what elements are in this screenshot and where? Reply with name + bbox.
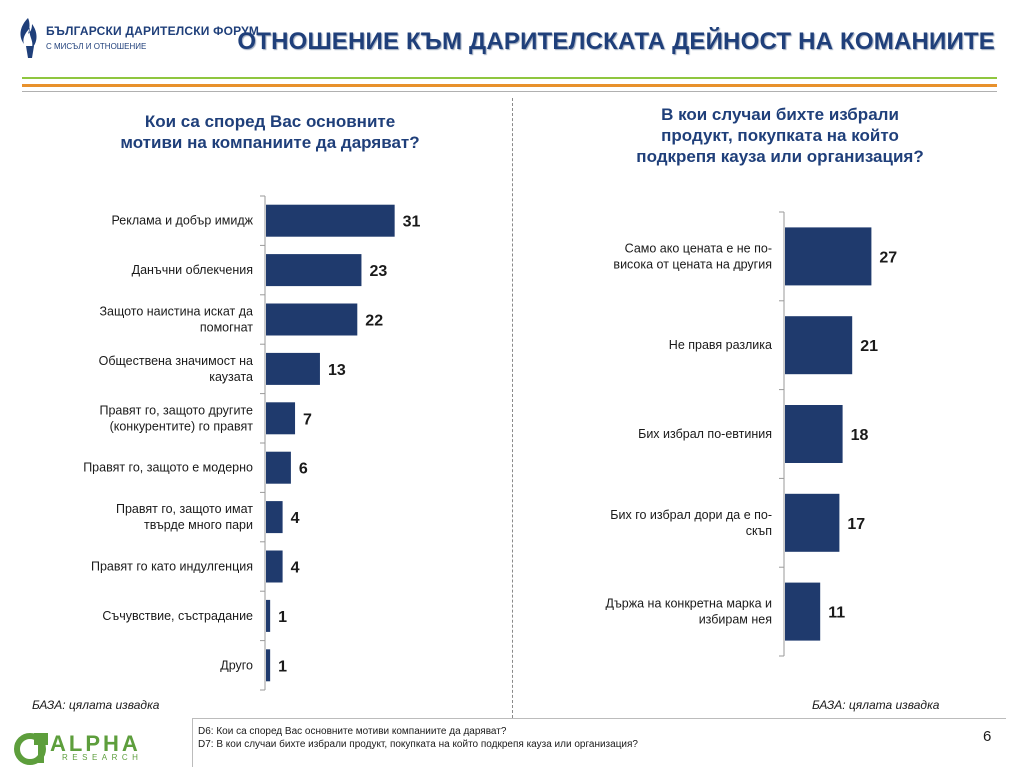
left-data-label: 4 [291, 560, 300, 577]
right-data-label: 21 [860, 338, 878, 355]
right-bar [785, 405, 843, 463]
right-data-label: 11 [828, 605, 845, 622]
right-category-label: Не правя разлика [669, 338, 772, 352]
right-category-label: Само ако цената е не по-висока от цената… [613, 241, 772, 271]
right-base-note: БАЗА: цялата извадка [812, 698, 940, 712]
right-question-line: В кои случаи бихте избрали [661, 105, 899, 124]
left-data-label: 1 [278, 609, 287, 626]
left-data-label: 1 [278, 658, 287, 675]
footnote-d7: D7: В кои случаи бихте избрали продукт, … [198, 739, 638, 750]
right-question-line: подкрепя кауза или организация? [636, 147, 924, 166]
left-data-label: 4 [291, 510, 300, 527]
right-question-line: продукт, покупката на който [661, 126, 899, 145]
left-data-label: 23 [369, 263, 387, 280]
alpha-research-logo: ALPHA RESEARCH [12, 727, 172, 767]
left-data-label: 22 [365, 313, 383, 330]
right-bar [785, 582, 821, 641]
left-category-label: Правят го, защото имат твърде много пари [116, 502, 253, 532]
right-bar [785, 227, 872, 286]
right-data-label: 17 [847, 516, 865, 533]
left-category-label: Данъчни облекчения [132, 263, 253, 277]
right-question: В кои случаи бихте избрали продукт, поку… [585, 104, 975, 167]
left-category-label: Правят го като индулгенция [91, 560, 253, 574]
left-category-label: Друго [220, 658, 253, 672]
left-question: Кои са според Вас основните мотиви на ко… [60, 111, 480, 153]
left-bar [266, 402, 296, 435]
left-category-label: Реклама и добър имидж [111, 214, 253, 228]
right-data-label: 18 [851, 427, 869, 444]
right-bar [785, 493, 840, 552]
left-category-label: Съчувствие, състрадание [102, 609, 253, 623]
left-bar [266, 451, 291, 484]
column-divider [512, 98, 513, 718]
logo-tagline: С МИСЪЛ И ОТНОШЕНИЕ [46, 42, 147, 51]
footnote-d6: D6: Кои са според Вас основните мотиви к… [198, 726, 507, 737]
left-category-label: Обществена значимост на каузата [99, 354, 253, 384]
right-bar [785, 316, 853, 375]
left-data-label: 31 [403, 214, 421, 231]
left-data-label: 7 [303, 411, 312, 428]
left-bar [266, 501, 283, 534]
slide-title: ОТНОШЕНИЕ КЪМ ДАРИТЕЛСКАТА ДЕЙНОСТ НА КО… [237, 28, 995, 55]
forum-logo: БЪЛГАРСКИ ДАРИТЕЛСКИ ФОРУМ С МИСЪЛ И ОТН… [14, 14, 259, 74]
left-bar [266, 599, 271, 632]
left-base-note: БАЗА: цялата извадка [32, 698, 160, 712]
alpha-mark-icon [14, 733, 48, 765]
left-bar [266, 254, 362, 287]
left-bar [266, 204, 395, 237]
right-category-label: Бих го избрал дори да е по-скъп [610, 508, 772, 538]
left-category-label: Защото наистина искат да помогнат [99, 305, 253, 335]
left-data-label: 6 [299, 461, 308, 478]
left-category-label: Правят го, защото е модерно [83, 461, 253, 475]
left-bar [266, 303, 358, 336]
rule-orange [22, 84, 997, 87]
footer-frame [192, 718, 1006, 767]
page-number: 6 [983, 728, 992, 745]
left-category-label: Правят го, защото другите (конкурентите) … [100, 403, 254, 433]
left-data-label: 13 [328, 362, 346, 379]
right-category-label: Държа на конкретна марка и избирам нея [606, 597, 772, 627]
rule-green [22, 77, 997, 79]
left-bar [266, 352, 320, 385]
alpha-word: ALPHA [50, 731, 141, 756]
logo-name: БЪЛГАРСКИ ДАРИТЕЛСКИ ФОРУМ [46, 24, 260, 38]
alpha-sub: RESEARCH [62, 753, 143, 762]
flame-icon [20, 18, 37, 58]
left-question-line: мотиви на компаниите да даряват? [120, 133, 420, 152]
left-question-line: Кои са според Вас основните [144, 112, 396, 131]
left-bar [266, 550, 283, 583]
right-category-label: Бих избрал по-евтиния [638, 427, 772, 441]
rule-gray [22, 91, 997, 92]
left-bar [266, 649, 271, 682]
right-data-label: 27 [879, 249, 897, 266]
